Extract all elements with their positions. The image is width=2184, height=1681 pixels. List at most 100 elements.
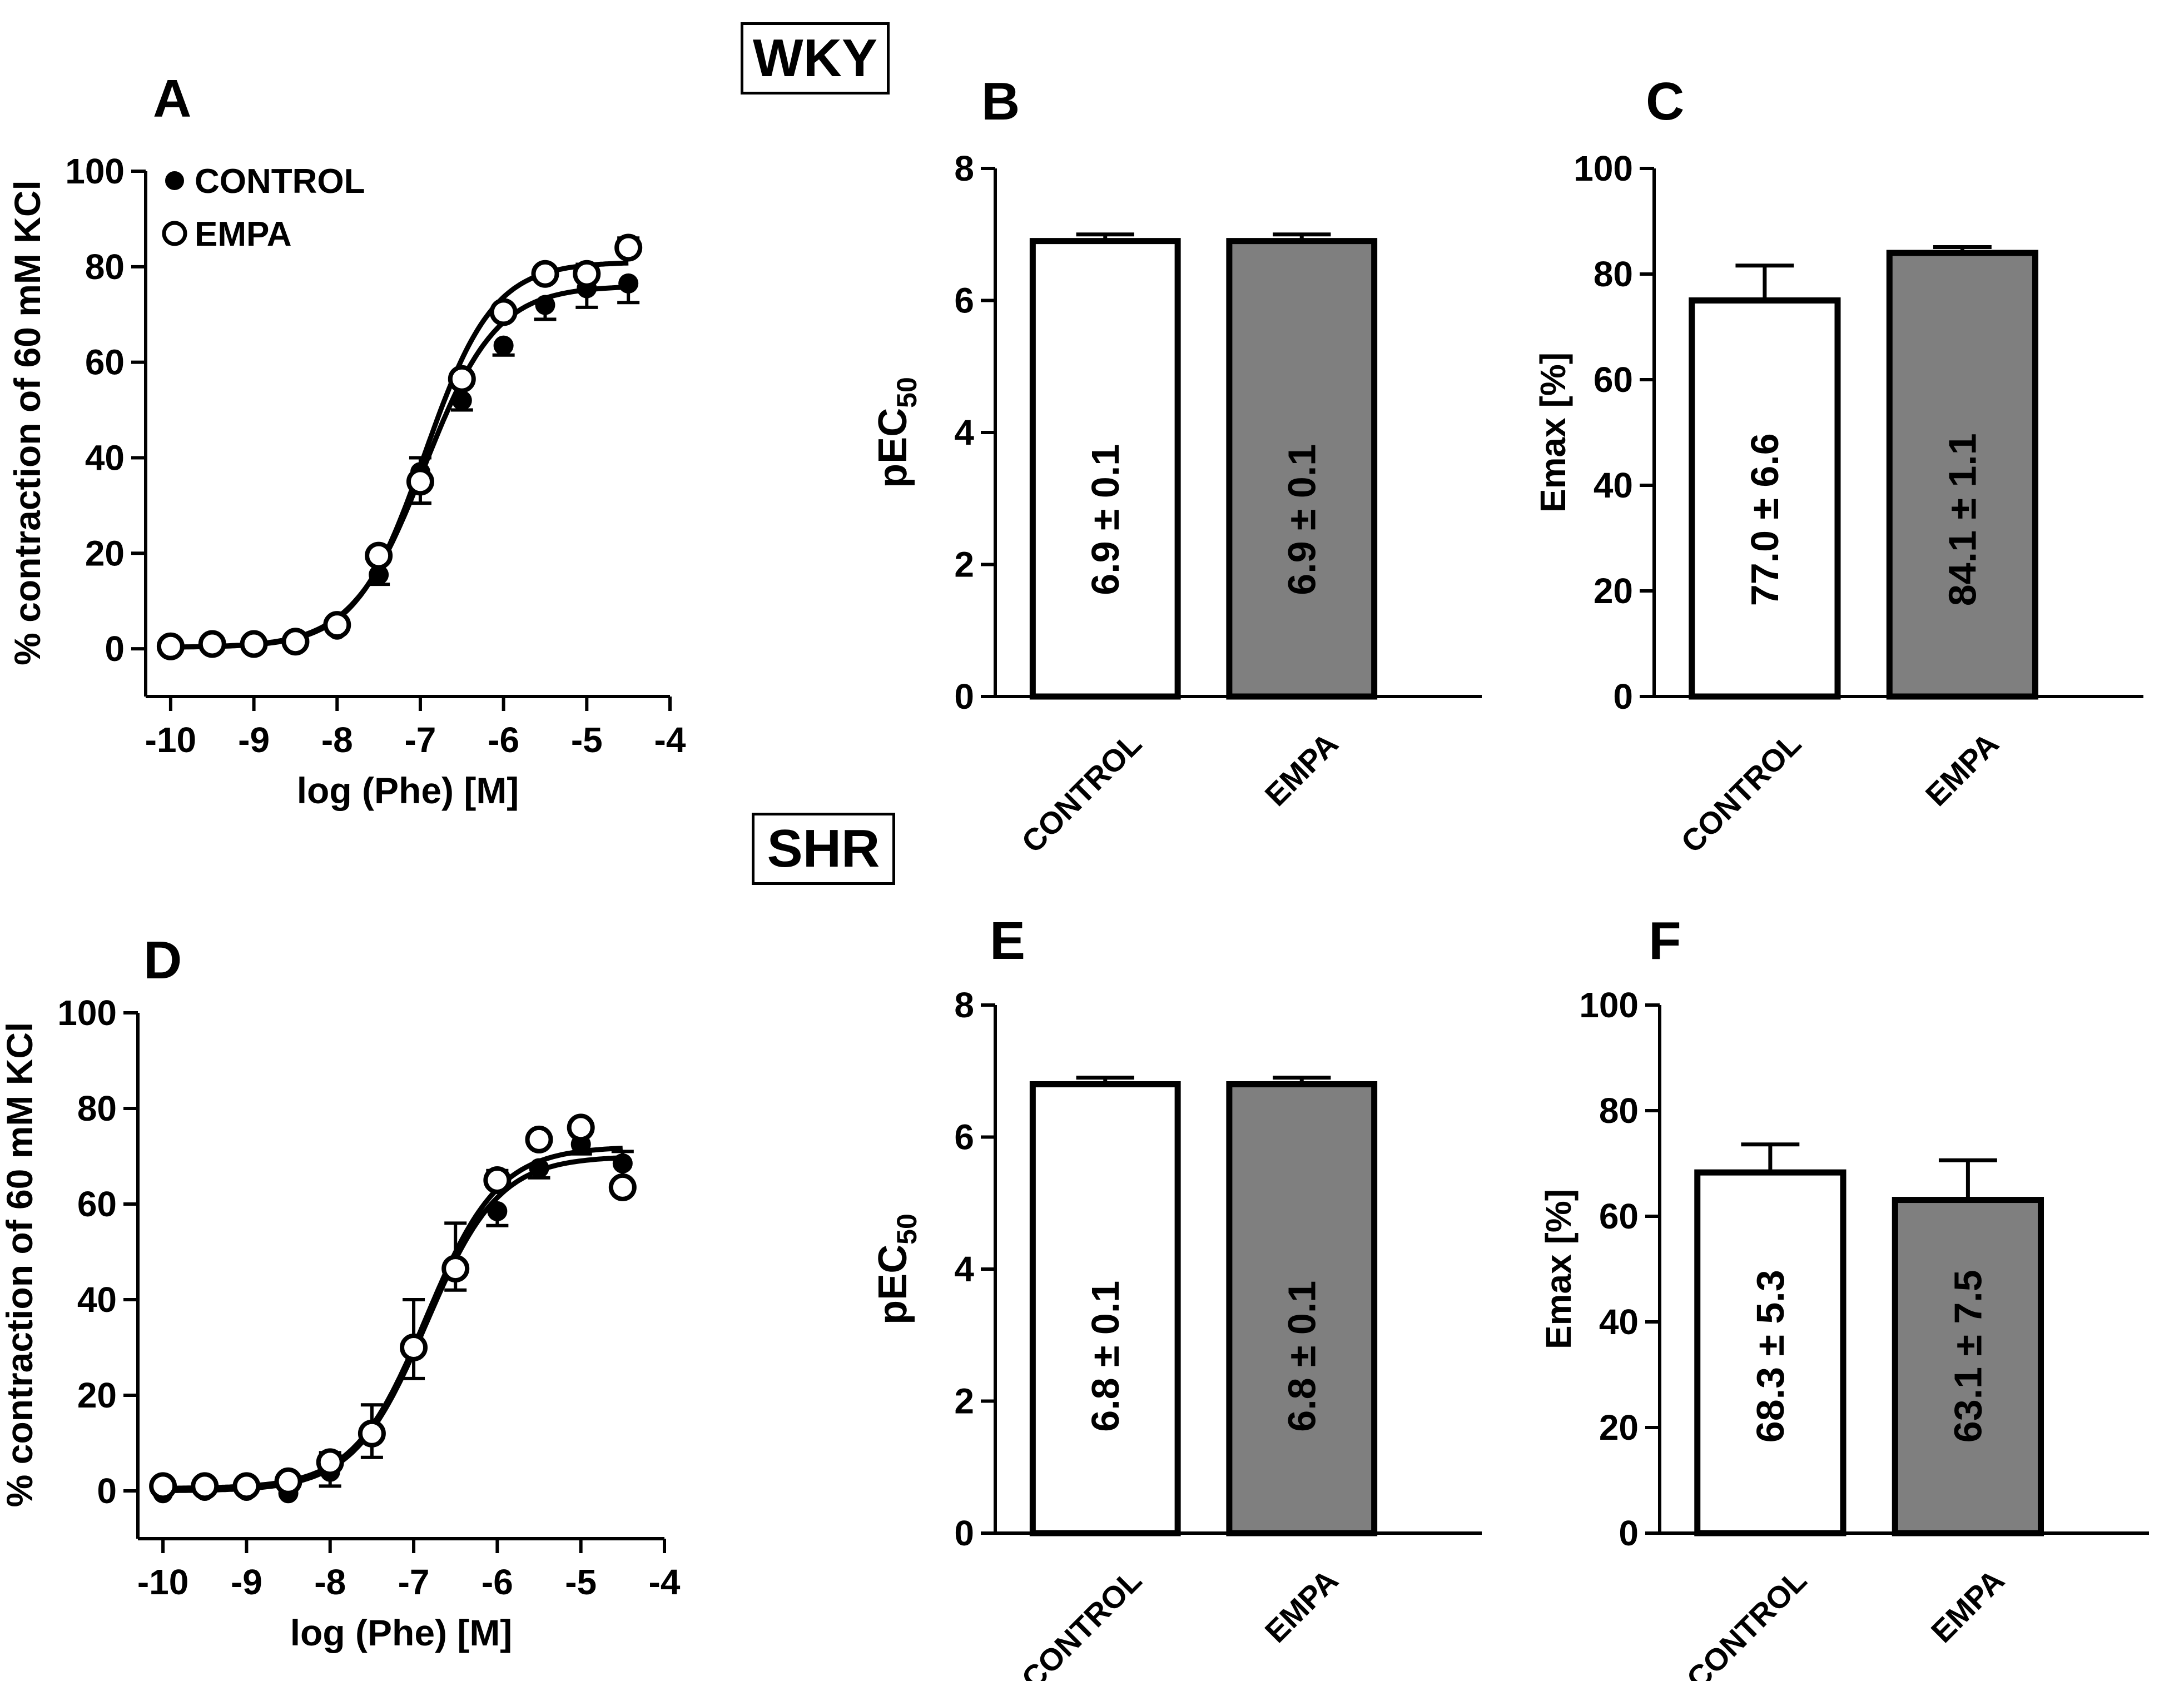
panel-f-bar-label: 63.1 ± 7.5 bbox=[1946, 1270, 1989, 1443]
panel-b-y-axis-label: pEC50 bbox=[871, 377, 922, 488]
panel-d-x-tick-label: -6 bbox=[482, 1562, 513, 1602]
group-label-wky: WKY bbox=[741, 22, 890, 95]
panel-c-bar-label: 77.0 ± 6.6 bbox=[1743, 433, 1786, 606]
panel-e-y-axis-label: pEC50 bbox=[871, 1213, 922, 1325]
panel-a-point-empa bbox=[531, 260, 559, 288]
panel-f-y-tick-label: 100 bbox=[1579, 985, 1639, 1025]
panel-c-y-tick-label: 20 bbox=[1594, 571, 1633, 611]
panel-d-letter: D bbox=[143, 931, 182, 990]
panel-f-bar-control bbox=[1694, 1169, 1847, 1536]
panel-f-bar-empa bbox=[1892, 1197, 2044, 1536]
panel-c-category-label: EMPA bbox=[1919, 726, 2006, 813]
panel-d-y-tick-label: 20 bbox=[77, 1375, 117, 1415]
panel-a-fit-empa bbox=[170, 260, 629, 650]
panel-a-point-control bbox=[618, 273, 639, 294]
panel-a-y-tick-label: 20 bbox=[85, 533, 125, 573]
panel-f-y-tick-label: 20 bbox=[1599, 1408, 1639, 1448]
panel-d-point-empa bbox=[400, 1334, 428, 1361]
panel-f-category-label: CONTROL bbox=[1680, 1563, 1813, 1681]
panel-d-fit-empa bbox=[162, 1146, 623, 1491]
panel-d-fit-control bbox=[162, 1155, 623, 1494]
legend-marker-control bbox=[165, 171, 184, 190]
panel-c-y-tick-label: 100 bbox=[1574, 148, 1633, 188]
panel-c-bar-control bbox=[1689, 297, 1841, 700]
legend-label-control: CONTROL bbox=[195, 162, 365, 201]
panel-d-x-tick-label: -7 bbox=[398, 1562, 430, 1602]
panel-d-point-empa bbox=[525, 1125, 553, 1153]
panel-e-bar-empa bbox=[1226, 1081, 1378, 1536]
panel-d-point-empa bbox=[483, 1166, 512, 1194]
panel-a-point-empa bbox=[156, 632, 185, 660]
panel-a-x-axis-label: log (Phe) [M] bbox=[297, 770, 519, 811]
panel-a-y-tick-label: 40 bbox=[85, 437, 125, 478]
panel-d-point-empa bbox=[358, 1419, 386, 1448]
panel-c-y-tick-label: 0 bbox=[1613, 677, 1633, 717]
panel-b-y-tick-label: 4 bbox=[954, 412, 974, 452]
panel-d-x-tick-label: -10 bbox=[137, 1562, 189, 1602]
panel-a-point-empa bbox=[406, 468, 434, 496]
panel-f-y-axis-label: Emax [%] bbox=[1538, 1189, 1579, 1349]
panel-e-bar-label: 6.8 ± 0.1 bbox=[1084, 1281, 1127, 1432]
panel-a-point-control bbox=[535, 295, 555, 315]
panel-d-y-tick-label: 100 bbox=[57, 993, 117, 1033]
panel-d-point-empa bbox=[149, 1472, 177, 1500]
legend-marker-empa bbox=[162, 221, 187, 246]
panel-e-y-tick-label: 0 bbox=[954, 1513, 974, 1553]
panel-a-fit-control bbox=[170, 285, 629, 650]
panel-a-y-tick-label: 100 bbox=[65, 151, 125, 191]
panel-e-y-tick-label: 2 bbox=[954, 1381, 974, 1421]
panel-f-letter: F bbox=[1649, 911, 1681, 971]
panel-b-bar-control bbox=[1029, 238, 1181, 700]
panel-d-point-empa bbox=[232, 1472, 261, 1500]
panel-a-point-empa bbox=[448, 365, 476, 393]
panel-a-y-tick-label: 80 bbox=[85, 247, 125, 287]
panel-b-category-label: CONTROL bbox=[1015, 726, 1148, 859]
panel-d-x-tick-label: -4 bbox=[649, 1562, 681, 1602]
panel-f-bar-label: 68.3 ± 5.3 bbox=[1749, 1270, 1792, 1443]
panel-d-x-axis-label: log (Phe) [M] bbox=[290, 1612, 513, 1653]
panel-a-point-empa bbox=[198, 630, 226, 658]
panel-d-x-tick-label: -8 bbox=[314, 1562, 346, 1602]
panel-e-y-tick-label: 6 bbox=[954, 1117, 974, 1157]
panel-e-category-label: CONTROL bbox=[1015, 1563, 1148, 1681]
panel-b-y-tick-label: 6 bbox=[954, 281, 974, 321]
panel-a-y-tick-label: 60 bbox=[85, 342, 125, 382]
panel-c-y-axis-label: Emax [%] bbox=[1533, 352, 1573, 513]
panel-d-point-empa bbox=[608, 1173, 637, 1201]
panel-b-y-tick-label: 2 bbox=[954, 545, 974, 585]
panel-c-category-label: CONTROL bbox=[1674, 726, 1808, 859]
panel-a-x-tick-label: -4 bbox=[654, 720, 686, 760]
panel-a-point-empa bbox=[614, 233, 643, 262]
panel-d-x-tick-label: -5 bbox=[565, 1562, 597, 1602]
panel-e-y-tick-label: 8 bbox=[954, 985, 974, 1025]
panel-a-x-tick-label: -7 bbox=[404, 720, 436, 760]
panel-b-letter: B bbox=[981, 72, 1020, 131]
panel-f-category-label: EMPA bbox=[1924, 1563, 2011, 1649]
panel-b-bar-label: 6.9 ± 0.1 bbox=[1084, 444, 1127, 595]
panel-a-point-empa bbox=[240, 630, 268, 658]
panel-b-bar-label: 6.9 ± 0.1 bbox=[1280, 444, 1323, 595]
panel-c-y-tick-label: 80 bbox=[1594, 254, 1633, 294]
panel-e-bar-label: 6.8 ± 0.1 bbox=[1280, 1281, 1323, 1432]
panel-a-point-empa bbox=[281, 628, 310, 656]
panel-a-x-tick-label: -8 bbox=[321, 720, 353, 760]
panel-d-y-tick-label: 60 bbox=[77, 1184, 117, 1224]
panel-c-y-tick-label: 60 bbox=[1594, 360, 1633, 400]
panel-e-bar-control bbox=[1029, 1081, 1181, 1536]
panel-b-category-label: EMPA bbox=[1258, 726, 1345, 813]
panel-a-point-empa bbox=[365, 541, 393, 570]
panel-f-y-tick-label: 0 bbox=[1619, 1513, 1639, 1553]
panel-d-point-empa bbox=[441, 1255, 470, 1283]
panel-c-letter: C bbox=[1646, 72, 1684, 131]
panel-a-point-empa bbox=[573, 260, 601, 288]
panel-a-x-tick-label: -6 bbox=[488, 720, 519, 760]
panel-d-point-empa bbox=[316, 1448, 344, 1476]
panel-d-y-tick-label: 80 bbox=[77, 1088, 117, 1128]
panel-f-y-tick-label: 60 bbox=[1599, 1196, 1639, 1236]
panel-b-bar-empa bbox=[1226, 238, 1378, 700]
panel-a-point-empa bbox=[489, 298, 518, 326]
panel-a-y-axis-label: % contraction of 60 mM KCl bbox=[7, 180, 48, 665]
panel-e-y-tick-label: 4 bbox=[954, 1249, 974, 1289]
panel-a-x-tick-label: -9 bbox=[238, 720, 270, 760]
